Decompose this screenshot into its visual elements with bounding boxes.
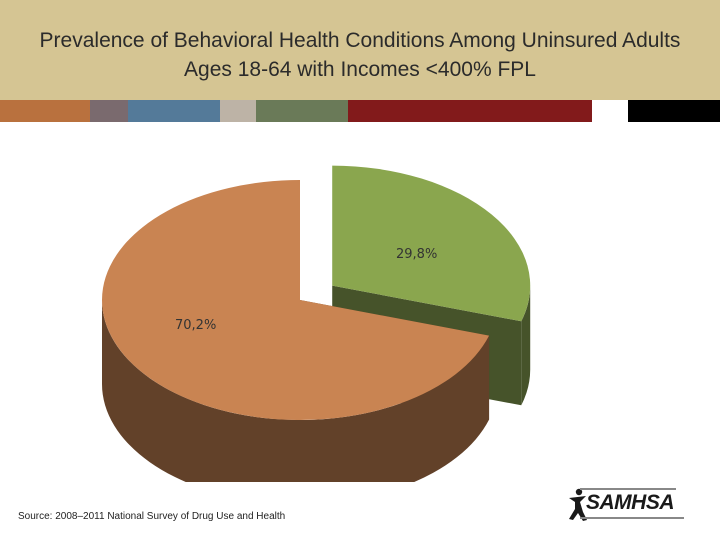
- stripe-segment: [90, 100, 128, 122]
- pie-slice-top: [101, 180, 490, 420]
- person-figure-icon: [569, 488, 587, 521]
- pie-slice-top: [332, 165, 531, 322]
- logo-fine-print: [580, 488, 676, 490]
- stripe-segment: [628, 100, 720, 122]
- title-band: [0, 0, 720, 100]
- stripe-segment: [256, 100, 348, 122]
- stripe-segment: [592, 100, 628, 122]
- samhsa-logo: SAMHSA: [566, 486, 690, 522]
- pie-chart: 29,8% 70,2%: [101, 165, 531, 482]
- logo-text: SAMHSA: [586, 491, 675, 514]
- pie-slice-side: [521, 285, 531, 406]
- stripe-segment: [348, 100, 592, 122]
- logo-fine-print: [580, 517, 684, 519]
- pie-slice-side: [102, 300, 490, 482]
- pie-slice-slice-70-2: [101, 180, 490, 482]
- stripe-segment: [220, 100, 256, 122]
- data-label-slice-70-2: 70,2%: [175, 318, 216, 333]
- stripe-segment: [128, 100, 220, 122]
- source-note: Source: 2008–2011 National Survey of Dru…: [18, 511, 286, 522]
- stripe-segment: [0, 100, 90, 122]
- data-label-slice-29-8: 29,8%: [396, 247, 437, 262]
- slide-title: Prevalence of Behavioral Health Conditio…: [39, 29, 681, 81]
